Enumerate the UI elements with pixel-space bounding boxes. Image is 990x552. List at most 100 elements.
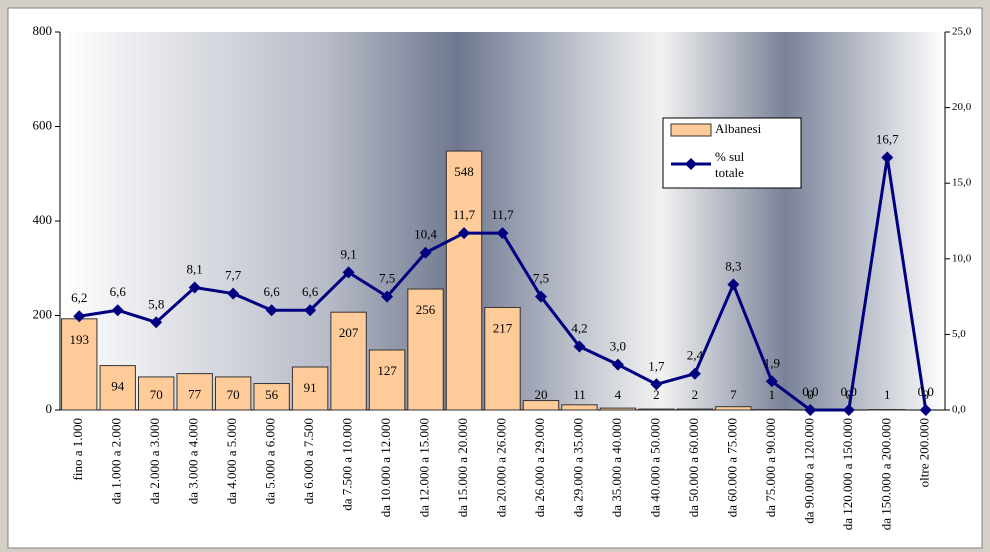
bar [176, 373, 213, 411]
marker [727, 278, 740, 291]
bar-label: 548 [454, 164, 474, 179]
y2-tick-label: 5,0 [952, 328, 966, 340]
bar [61, 318, 98, 411]
bar [99, 365, 136, 411]
marker [265, 304, 278, 317]
bar-label: 2 [692, 387, 699, 402]
point-label: 6,2 [71, 290, 87, 305]
point-label: 11,7 [491, 207, 514, 222]
bar [638, 408, 675, 411]
x-tick-label: da 35.000 a 40.000 [609, 418, 624, 517]
bar [137, 376, 175, 411]
point-label: 0,0 [918, 384, 934, 399]
bar [445, 150, 483, 411]
point-label: 8,3 [725, 258, 741, 273]
x-tick-label: da 29.000 a 35.000 [570, 418, 585, 517]
marker [150, 316, 163, 329]
bar [214, 376, 252, 411]
bar-label: 217 [493, 320, 513, 335]
marker [111, 304, 124, 317]
x-tick-label: da 10.000 a 12.000 [378, 418, 393, 517]
point-label: 6,6 [110, 284, 127, 299]
x-tick-label: da 6.000 a 7.500 [301, 418, 316, 504]
y-tick-label: 400 [33, 212, 53, 227]
x-tick-label: oltre 200.000 [917, 418, 932, 487]
y2-tick-label: 25,0 [952, 26, 972, 38]
x-tick-label: da 75.000 a 90.000 [763, 418, 778, 517]
marker [611, 358, 624, 371]
point-label: 4,2 [571, 320, 587, 335]
x-tick-label: da 2.000 a 3.000 [147, 418, 162, 504]
bar-label: 2 [653, 387, 660, 402]
point-label: 5,8 [148, 296, 164, 311]
x-tick-label: da 5.000 a 6.000 [263, 418, 278, 504]
y2-tick-label: 0,0 [952, 404, 966, 416]
legend-swatch [670, 123, 712, 137]
bar [407, 288, 444, 411]
bar [599, 407, 637, 411]
x-tick-label: da 1.000 a 2.000 [109, 418, 124, 504]
point-label: 7,7 [225, 268, 242, 283]
marker [573, 340, 586, 353]
marker [73, 310, 86, 323]
bar-label: 1 [769, 387, 776, 402]
point-label: 0,0 [841, 384, 857, 399]
bar-label: 207 [339, 325, 359, 340]
point-label: 6,6 [302, 284, 319, 299]
bar [330, 311, 367, 411]
y2-tick-label: 20,0 [952, 101, 972, 113]
bar-label: 4 [615, 387, 622, 402]
bar [522, 400, 560, 411]
bar [368, 349, 406, 411]
bar-label: 0 [923, 387, 930, 402]
legend-label: Albanesi [715, 121, 762, 136]
marker [765, 375, 778, 388]
point-label: 1,9 [764, 355, 780, 370]
marker [188, 281, 201, 294]
marker [804, 404, 817, 416]
x-tick-label: da 12.000 a 15.000 [417, 418, 432, 517]
marker [650, 378, 663, 391]
x-tick-label: da 3.000 a 4.000 [186, 418, 201, 504]
bar-label: 94 [111, 379, 125, 394]
point-label: 7,5 [533, 271, 549, 286]
bar [291, 366, 329, 411]
bar-label: 256 [416, 302, 436, 317]
marker [227, 287, 240, 300]
marker [496, 227, 509, 240]
y-tick-label: 800 [33, 23, 53, 38]
point-label: 8,1 [187, 262, 203, 277]
marker [842, 404, 855, 416]
x-tick-label: da 90.000 a 120.000 [801, 418, 816, 524]
y-tick-label: 600 [33, 117, 53, 132]
x-tick-label: da 20.000 a 26.000 [493, 418, 508, 517]
bar [676, 408, 714, 411]
marker [342, 266, 355, 279]
x-tick-label: da 7.500 a 10.000 [340, 418, 355, 511]
point-label: 16,7 [876, 131, 899, 146]
point-label: 11,7 [453, 207, 476, 222]
bar-label: 70 [150, 387, 163, 402]
x-tick-label: da 15.000 a 20.000 [455, 418, 470, 517]
point-label: 3,0 [610, 339, 626, 354]
x-tick-label: da 60.000 a 75.000 [724, 418, 739, 517]
bar [253, 383, 290, 411]
marker [458, 227, 471, 240]
x-tick-label: da 26.000 a 29.000 [532, 418, 547, 517]
x-tick-label: fino a 1.000 [70, 418, 85, 480]
bar-label: 70 [227, 387, 240, 402]
bar-label: 11 [573, 387, 586, 402]
y2-tick-label: 10,0 [952, 252, 972, 264]
marker [304, 304, 317, 317]
x-tick-label: da 4.000 a 5.000 [224, 418, 239, 504]
bar-label: 7 [730, 387, 737, 402]
point-label: 10,4 [414, 227, 437, 242]
y-tick-label: 200 [33, 306, 53, 321]
point-label: 9,1 [340, 246, 356, 261]
point-label: 6,6 [264, 284, 281, 299]
marker [381, 290, 394, 303]
legend-marker [685, 158, 697, 170]
y-tick-label: 0 [46, 401, 53, 416]
